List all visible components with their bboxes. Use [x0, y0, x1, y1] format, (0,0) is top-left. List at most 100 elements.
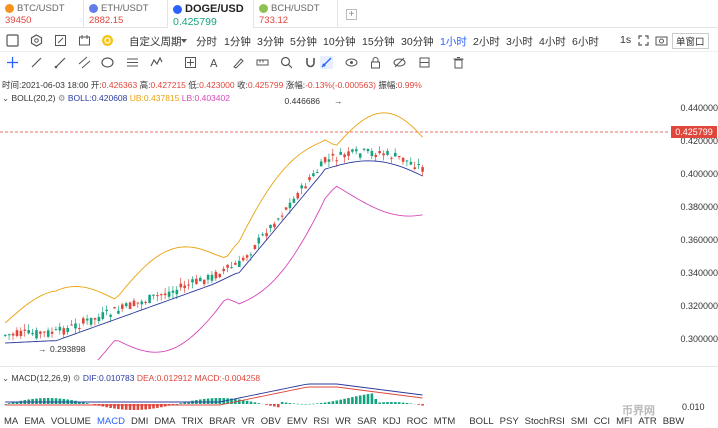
interval-1m[interactable]: 1分钟 — [224, 36, 251, 48]
indicator-emv[interactable]: EMV — [286, 416, 308, 427]
tab-eth[interactable]: ETH/USDT 2882.15 — [84, 0, 168, 28]
interval-2h[interactable]: 2小时 — [473, 36, 500, 48]
window-mode-select[interactable]: 单窗口 — [672, 33, 709, 49]
pattern-icon[interactable] — [150, 56, 163, 69]
indicator-cci[interactable]: CCI — [593, 416, 611, 427]
interval-30m[interactable]: 30分钟 — [401, 36, 434, 48]
macd-settings-icon[interactable]: ⚙ — [72, 373, 81, 383]
magnet-icon[interactable] — [304, 56, 317, 69]
zoom-icon[interactable] — [280, 56, 293, 69]
indicator-mfi[interactable]: MFI — [616, 416, 633, 427]
indicator-psy[interactable]: PSY — [499, 416, 519, 427]
compare-icon[interactable] — [78, 34, 91, 47]
interval-5m[interactable]: 5分钟 — [290, 36, 317, 48]
crosshair-icon[interactable] — [6, 56, 19, 69]
macd-bar — [226, 398, 229, 404]
indicator-atr[interactable]: ATR — [638, 416, 657, 427]
macd-bar — [300, 403, 303, 405]
indicator-macd[interactable]: MACD — [96, 416, 125, 427]
candle-body — [113, 307, 116, 309]
brush-icon[interactable] — [232, 56, 245, 69]
interval-15m[interactable]: 15分钟 — [362, 36, 395, 48]
trash-icon[interactable] — [452, 56, 465, 69]
interval-1h[interactable]: 1小时 — [440, 36, 467, 48]
macd-bar — [183, 402, 186, 404]
indicator-ema[interactable]: EMA — [24, 416, 45, 427]
indicator-boll[interactable]: BOLL — [469, 416, 494, 427]
measure-icon[interactable] — [184, 56, 197, 69]
macd-histogram — [4, 393, 424, 410]
indicator-rsi[interactable]: RSI — [313, 416, 330, 427]
candle-body — [183, 285, 186, 289]
candle-body — [187, 284, 190, 286]
macd-bar — [249, 401, 253, 404]
macd-bar — [280, 401, 284, 404]
lock-icon[interactable] — [369, 56, 382, 69]
tab-btc[interactable]: BTC/USDT 39450 — [0, 0, 84, 28]
candle-body — [269, 225, 272, 229]
custom-period-button[interactable]: 自定义周期 — [129, 36, 182, 48]
lock-drawing-icon[interactable] — [320, 56, 333, 69]
candle-body — [292, 198, 296, 203]
indicator-obv[interactable]: OBV — [260, 416, 281, 427]
text-icon[interactable]: A — [208, 56, 221, 69]
indicator-dma[interactable]: DMA — [154, 416, 176, 427]
expand-icon[interactable] — [637, 34, 650, 47]
indicator-smi[interactable]: SMI — [570, 416, 588, 427]
ellipse-icon[interactable] — [101, 56, 114, 69]
bch-coin-icon — [259, 4, 268, 13]
indicator-icon[interactable] — [54, 34, 67, 47]
interval-4h[interactable]: 4小时 — [539, 36, 566, 48]
candle-body — [308, 177, 311, 181]
indicator-vr[interactable]: VR — [241, 416, 255, 427]
interval-3m[interactable]: 3分钟 — [257, 36, 284, 48]
fullscreen-icon[interactable] — [6, 34, 19, 47]
candle-body — [234, 262, 237, 265]
divider — [0, 366, 718, 367]
visible-icon[interactable] — [345, 56, 358, 69]
ray-icon[interactable] — [54, 56, 67, 69]
ruler-icon[interactable] — [256, 56, 269, 69]
indicator-stochrsi[interactable]: StochRSI — [524, 416, 565, 427]
channel-icon[interactable] — [78, 56, 91, 69]
fib-icon[interactable] — [126, 56, 139, 69]
candle-body — [343, 154, 346, 158]
macd-bar — [288, 403, 292, 404]
indicator-dmi[interactable]: DMI — [130, 416, 149, 427]
hide-icon[interactable] — [393, 56, 406, 69]
indicator-ma[interactable]: MA — [4, 416, 19, 427]
tab-doge[interactable]: DOGE/USD 0.425799 — [168, 0, 254, 28]
boll-settings-icon[interactable]: ⚙ — [57, 93, 66, 103]
indicator-sar[interactable]: SAR — [357, 416, 377, 427]
add-tab-button[interactable]: + — [346, 9, 357, 20]
indicator-kdj[interactable]: KDJ — [382, 416, 401, 427]
macd-chart[interactable] — [0, 380, 668, 414]
interval-6h[interactable]: 6小时 — [572, 36, 599, 48]
candlestick-chart[interactable]: 0.446686 → → 0.293898 — [0, 90, 668, 360]
indicator-bbw[interactable]: BBW — [662, 416, 685, 427]
indicator-trix[interactable]: TRIX — [181, 416, 204, 427]
candle-body — [304, 186, 307, 189]
alert-icon[interactable] — [101, 34, 114, 47]
indicator-wr[interactable]: WR — [335, 416, 352, 427]
macd-bar — [409, 403, 413, 404]
candle-body — [39, 331, 42, 334]
interval-3h[interactable]: 3小时 — [506, 36, 533, 48]
camera-icon[interactable] — [655, 34, 668, 47]
indicator-mtm[interactable]: MTM — [433, 416, 456, 427]
settings-icon[interactable] — [30, 34, 43, 47]
interval-tick[interactable]: 分时 — [196, 36, 217, 48]
macd-bar — [362, 394, 366, 404]
candle-body — [148, 294, 151, 303]
layers-icon[interactable] — [418, 56, 431, 69]
indicator-roc[interactable]: ROC — [406, 416, 428, 427]
candle-body — [397, 155, 401, 158]
indicator-volume[interactable]: VOLUME — [50, 416, 91, 427]
macd-bar — [296, 403, 300, 405]
trend-line-icon[interactable] — [30, 56, 43, 69]
tab-bch[interactable]: BCH/USDT 733.12 — [254, 0, 338, 28]
interval-10m[interactable]: 10分钟 — [323, 36, 356, 48]
scale-label[interactable]: 1s — [620, 34, 632, 46]
candle-body — [121, 304, 124, 309]
indicator-brar[interactable]: BRAR — [209, 416, 236, 427]
